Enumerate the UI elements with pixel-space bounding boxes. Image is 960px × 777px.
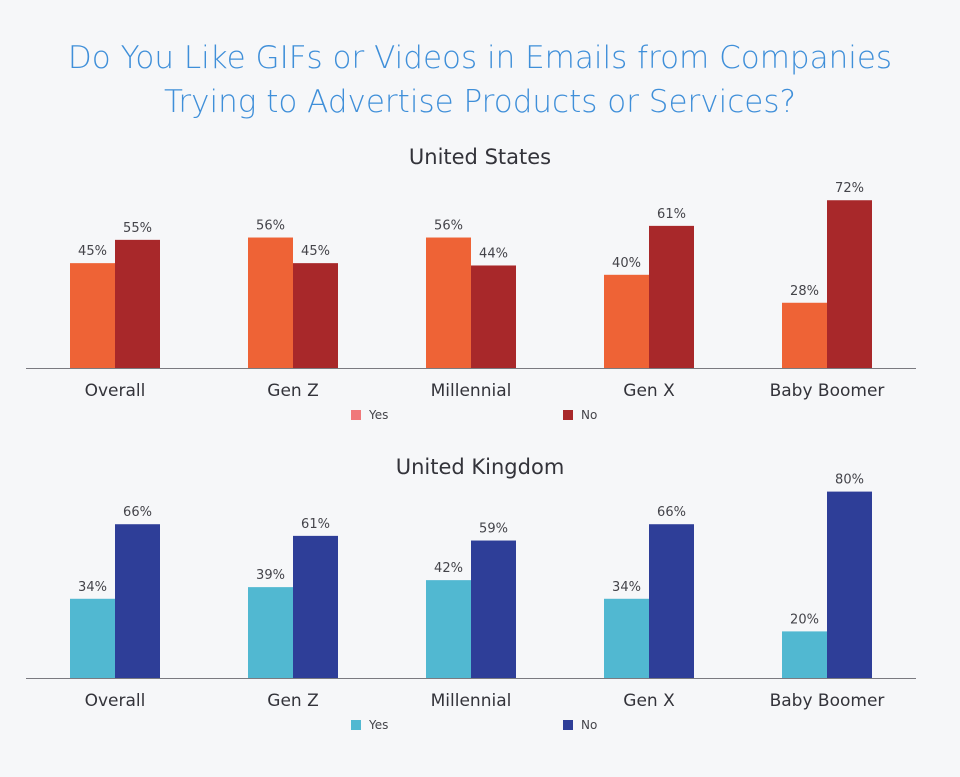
panel-title: United States bbox=[409, 145, 551, 169]
bar-no-baby-boomer bbox=[827, 200, 872, 368]
chart-title-line-1: Do You Like GIFs or Videos in Emails fro… bbox=[67, 40, 893, 76]
bar-yes-gen-x bbox=[604, 274, 649, 368]
category-label: Millennial bbox=[431, 381, 512, 401]
data-label: 34% bbox=[612, 580, 641, 595]
legend-label-no: No bbox=[581, 718, 597, 732]
bar-no-gen-z bbox=[293, 535, 338, 678]
data-label: 66% bbox=[657, 505, 686, 520]
bar-no-overall bbox=[115, 239, 160, 368]
legend-swatch-yes bbox=[351, 410, 361, 420]
bar-yes-overall bbox=[70, 598, 115, 678]
data-label: 34% bbox=[78, 580, 107, 595]
data-label: 72% bbox=[835, 181, 864, 196]
data-label: 61% bbox=[657, 207, 686, 222]
category-label: Millennial bbox=[431, 691, 512, 711]
bar-yes-millennial bbox=[426, 580, 471, 678]
data-label: 56% bbox=[434, 219, 463, 234]
category-label: Gen Z bbox=[267, 381, 318, 401]
bar-no-millennial bbox=[471, 540, 516, 678]
data-label: 44% bbox=[479, 246, 508, 261]
bar-yes-gen-z bbox=[248, 587, 293, 678]
data-label: 80% bbox=[835, 473, 864, 488]
data-label: 61% bbox=[301, 517, 330, 532]
bar-yes-baby-boomer bbox=[782, 631, 827, 678]
bar-yes-baby-boomer bbox=[782, 302, 827, 368]
bar-no-millennial bbox=[471, 265, 516, 368]
category-label: Overall bbox=[85, 381, 146, 401]
bar-yes-gen-x bbox=[604, 598, 649, 678]
data-label: 28% bbox=[790, 284, 819, 299]
bar-no-gen-x bbox=[649, 225, 694, 368]
data-label: 59% bbox=[479, 522, 508, 537]
legend-label-no: No bbox=[581, 408, 597, 422]
category-label: Baby Boomer bbox=[770, 381, 885, 401]
data-label: 40% bbox=[612, 256, 641, 271]
data-label: 66% bbox=[123, 505, 152, 520]
data-label: 20% bbox=[790, 612, 819, 627]
bar-no-gen-x bbox=[649, 524, 694, 678]
legend-swatch-no bbox=[563, 720, 573, 730]
chart-title-line-2: Trying to Advertise Products or Services… bbox=[164, 84, 796, 120]
bar-no-baby-boomer bbox=[827, 491, 872, 678]
category-label: Gen X bbox=[623, 381, 675, 401]
legend-label-yes: Yes bbox=[368, 408, 388, 422]
data-label: 55% bbox=[123, 221, 152, 236]
bar-no-gen-z bbox=[293, 263, 338, 368]
category-label: Overall bbox=[85, 691, 146, 711]
legend-swatch-yes bbox=[351, 720, 361, 730]
legend-label-yes: Yes bbox=[368, 718, 388, 732]
data-label: 39% bbox=[256, 568, 285, 583]
data-label: 45% bbox=[78, 244, 107, 259]
data-label: 42% bbox=[434, 561, 463, 576]
bar-yes-gen-z bbox=[248, 237, 293, 368]
bar-no-overall bbox=[115, 524, 160, 678]
legend-swatch-no bbox=[563, 410, 573, 420]
bar-yes-millennial bbox=[426, 237, 471, 368]
us-panel: United States 45% 55% Overall 56% 45% Gen Z 56%… bbox=[26, 145, 916, 422]
data-label: 45% bbox=[301, 244, 330, 259]
uk-panel: United Kingdom 34% 66% Overall 39% 61% Gen Z 42… bbox=[26, 455, 916, 732]
bar-yes-overall bbox=[70, 263, 115, 368]
category-label: Baby Boomer bbox=[770, 691, 885, 711]
panel-title: United Kingdom bbox=[396, 455, 565, 479]
chart-title: Do You Like GIFs or Videos in Emails fro… bbox=[0, 36, 960, 124]
category-label: Gen Z bbox=[267, 691, 318, 711]
data-label: 56% bbox=[256, 219, 285, 234]
category-label: Gen X bbox=[623, 691, 675, 711]
